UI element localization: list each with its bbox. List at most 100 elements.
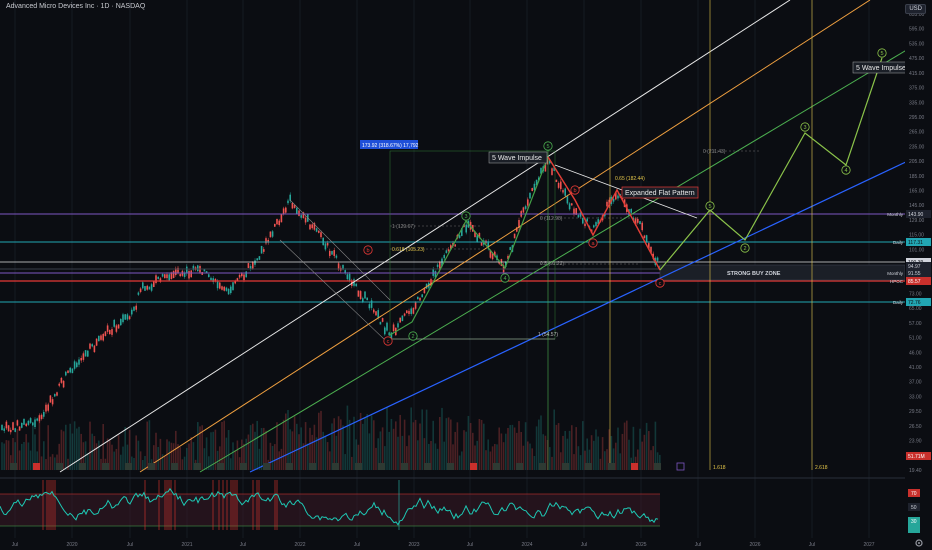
candle-body — [104, 331, 107, 336]
candle-body — [166, 274, 168, 279]
event-marker — [516, 463, 523, 470]
candle-body — [293, 205, 296, 208]
time-tick: Jul — [354, 542, 360, 548]
candle-body — [93, 345, 96, 353]
volume-bar — [412, 422, 415, 470]
candle-body — [23, 418, 25, 425]
event-marker — [33, 463, 40, 470]
volume-bar — [282, 419, 285, 470]
candle-body — [256, 258, 258, 261]
volume-bar — [36, 451, 38, 470]
strong-buy-zone[interactable] — [659, 264, 906, 281]
volume-bar — [216, 450, 219, 470]
event-marker — [286, 463, 293, 470]
candle-body — [203, 269, 206, 272]
volume-bar — [403, 419, 406, 470]
fib-1-label-b: 1 (54.57) — [538, 332, 558, 338]
symbol-title: Advanced Micro Devices Inc · 1D · NASDAQ — [6, 3, 146, 10]
volume-bar — [362, 423, 364, 470]
volume-bar — [109, 440, 111, 470]
price-tick: 205.00 — [909, 159, 925, 165]
event-marker — [217, 463, 224, 470]
volume-bar — [542, 434, 544, 470]
volume-bar — [23, 441, 25, 470]
volume-bar — [258, 448, 261, 470]
rsi-overbought-bar — [52, 480, 54, 530]
wave-circle — [500, 273, 510, 283]
volume-bar — [511, 424, 514, 470]
currency-badge[interactable]: USD — [905, 4, 926, 14]
time-tick: 2026 — [749, 542, 760, 548]
candle-body — [208, 274, 210, 278]
time-axis[interactable]: Jul 2020 Jul 2021 Jul 2022 Jul 2023 Jul 2024 Jul 20… — [0, 538, 932, 550]
candle-body — [577, 215, 580, 218]
candle-body — [461, 228, 463, 236]
volume-bar — [375, 447, 377, 470]
candle-body — [379, 321, 382, 325]
candle-body — [615, 192, 617, 200]
volume-bar — [43, 441, 45, 470]
settings-gear-icon[interactable] — [914, 538, 924, 548]
volume-bar — [423, 438, 426, 470]
volume-bar — [472, 432, 474, 470]
candle-body — [175, 268, 177, 275]
candle-body — [562, 190, 564, 193]
price-tag — [906, 238, 931, 246]
volume-bar — [87, 453, 89, 470]
candle-body — [557, 182, 560, 188]
candle-body — [216, 281, 219, 289]
volume-bar — [529, 443, 531, 470]
candle-body — [518, 220, 520, 228]
volume-bar — [197, 422, 199, 470]
volume-bar — [322, 431, 324, 470]
candle-body — [650, 246, 652, 253]
volume-bar — [287, 410, 289, 470]
candle-body — [159, 278, 162, 282]
price-tick: 375.00 — [909, 86, 925, 92]
candle-body — [265, 238, 267, 244]
volume-bar — [296, 423, 298, 470]
volume-bar — [144, 456, 146, 470]
event-marker — [171, 463, 178, 470]
candle-body — [150, 284, 153, 291]
volume-bar — [252, 423, 254, 470]
candle-body — [344, 270, 346, 274]
volume-bar — [65, 424, 67, 470]
volume-bar — [617, 427, 619, 470]
volume-bar — [122, 446, 124, 470]
volume-bar — [568, 430, 571, 470]
price-tag-note: Daily — [893, 300, 904, 305]
candle-body — [71, 368, 74, 374]
candle-body — [32, 422, 34, 426]
volume-bar — [289, 429, 291, 470]
candle-body — [597, 219, 599, 225]
candle-body — [192, 265, 195, 270]
volume-bar — [263, 427, 265, 470]
volume-bar — [214, 429, 217, 470]
volume-bar — [106, 438, 109, 470]
volume-bar — [619, 453, 621, 470]
volume-bar — [80, 433, 82, 470]
volume-bar — [500, 433, 503, 470]
wave-number: 4 — [503, 276, 506, 282]
candle-body — [564, 188, 566, 196]
volume-bar — [397, 436, 399, 470]
candle-body — [36, 418, 38, 421]
candle-body — [3, 428, 5, 431]
volume-bar — [562, 435, 564, 470]
candle-body — [342, 264, 344, 270]
candle-body — [639, 221, 641, 225]
candle-body — [128, 316, 131, 320]
volume-bar — [452, 444, 454, 470]
candle-body — [410, 308, 412, 314]
volume-bar — [377, 438, 379, 470]
volume-bar — [146, 421, 148, 470]
price-tick: 23.90 — [909, 439, 922, 445]
price-tag — [906, 452, 931, 460]
price-axis[interactable]: 655.00 595.00 535.00 475.00 415.00 375.00 335.… — [887, 0, 932, 478]
volume-bar — [648, 431, 650, 470]
event-marker — [355, 463, 362, 470]
time-tick: Jul — [581, 542, 587, 548]
candle-body — [258, 256, 261, 260]
